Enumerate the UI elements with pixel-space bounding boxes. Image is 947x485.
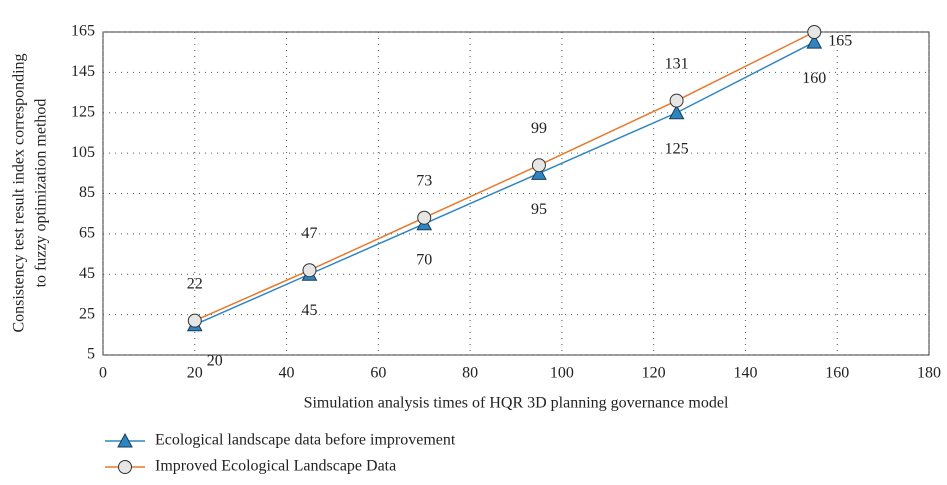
series-line [194, 31, 815, 322]
x-tick-label: 60 [370, 365, 386, 382]
y-tick-label: 165 [71, 23, 95, 40]
data-label: 20 [207, 352, 223, 369]
data-label: 22 [187, 275, 203, 292]
x-tick-label: 100 [550, 365, 574, 382]
x-tick-label: 20 [187, 365, 203, 382]
legend-marker [118, 460, 132, 474]
triangle-marker [806, 34, 823, 49]
data-label: 165 [828, 33, 852, 50]
data-label: 125 [665, 140, 689, 157]
x-tick-label: 180 [917, 365, 941, 382]
x-tick-label: 40 [279, 365, 295, 382]
circle-marker [187, 313, 202, 328]
series-line [194, 41, 815, 326]
y-tick-label: 45 [79, 265, 95, 282]
data-label: 95 [531, 201, 547, 218]
circle-marker [669, 93, 684, 108]
y-tick-label: 105 [71, 144, 95, 161]
data-label: 45 [302, 302, 318, 319]
legend-marker [117, 432, 133, 448]
y-tick-label: 145 [71, 63, 95, 80]
data-label: 99 [531, 120, 547, 137]
data-label: 70 [416, 251, 432, 268]
x-tick-label: 80 [462, 365, 478, 382]
data-label: 73 [416, 172, 432, 189]
data-label: 160 [802, 70, 826, 87]
circle-marker [417, 210, 432, 225]
y-tick-label: 125 [71, 103, 95, 120]
circle-marker [531, 158, 546, 173]
circle-marker [807, 25, 822, 39]
x-tick-label: 0 [99, 365, 107, 382]
data-label: 131 [665, 55, 689, 72]
y-tick-label: 65 [79, 225, 95, 242]
legend-label: Ecological landscape data before improve… [155, 432, 456, 449]
y-axis-label: to fuzzy optimization method [33, 99, 50, 288]
x-axis-label: Simulation analysis times of HQR 3D plan… [304, 395, 729, 412]
circle-marker [302, 263, 317, 278]
y-tick-label: 85 [79, 184, 95, 201]
y-axis-label: Consistency test result index correspond… [11, 53, 28, 332]
triangle-marker [668, 104, 685, 120]
data-label: 47 [302, 225, 318, 242]
legend-label: Improved Ecological Landscape Data [155, 458, 396, 475]
x-tick-label: 160 [825, 365, 849, 382]
y-tick-label: 25 [79, 305, 95, 322]
triangle-marker [531, 165, 547, 180]
x-tick-label: 140 [733, 365, 757, 382]
x-tick-label: 120 [642, 365, 666, 382]
y-tick-label: 5 [87, 346, 95, 363]
